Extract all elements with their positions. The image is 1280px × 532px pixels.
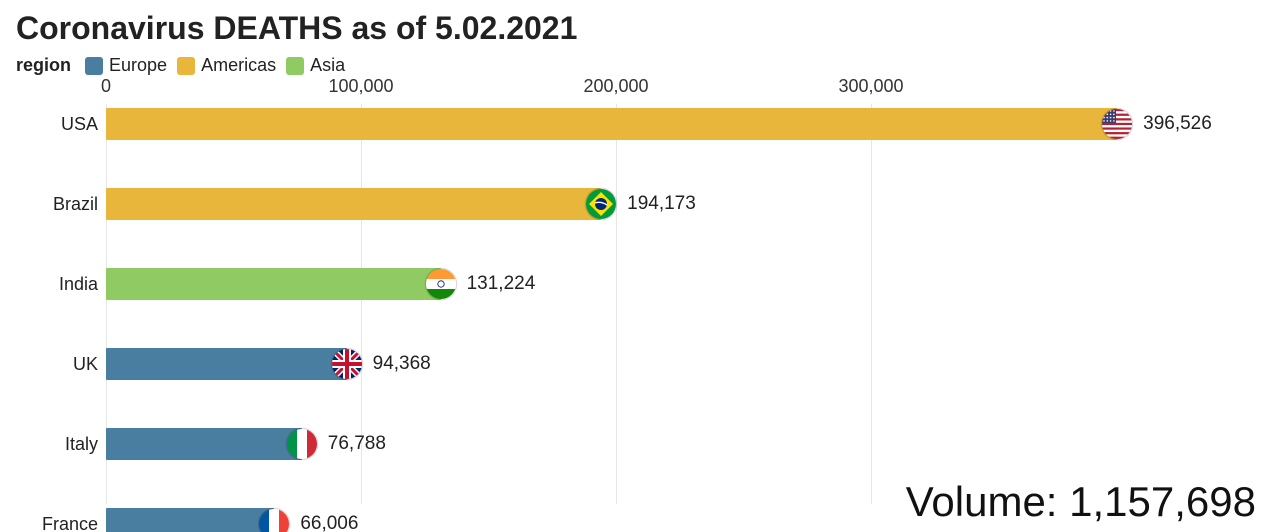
- chart: 0100,000200,000300,000 USA396,526Brazil1…: [16, 76, 1280, 504]
- axis-tick: 100,000: [328, 76, 393, 97]
- bar: 76,788: [106, 428, 302, 460]
- legend-item-asia: Asia: [286, 55, 345, 76]
- bar-row: Brazil194,173: [106, 184, 1126, 224]
- axis-tick: 0: [101, 76, 111, 97]
- legend-label-text: Americas: [201, 55, 276, 76]
- bar: 94,368: [106, 348, 347, 380]
- legend-label-text: Europe: [109, 55, 167, 76]
- bar-row: UK94,368: [106, 344, 1126, 384]
- legend-swatch: [286, 57, 304, 75]
- legend-item-europe: Europe: [85, 55, 167, 76]
- legend-heading: region: [16, 55, 71, 76]
- uk-flag-icon: [331, 348, 363, 380]
- axis-tick: 300,000: [838, 76, 903, 97]
- country-label: Brazil: [16, 194, 98, 215]
- france-flag-icon: [258, 508, 290, 532]
- bar-value: 94,368: [373, 353, 431, 375]
- bar-row: Italy76,788: [106, 424, 1126, 464]
- country-label: Italy: [16, 434, 98, 455]
- x-axis: 0100,000200,000300,000: [106, 76, 1126, 104]
- bar: 131,224: [106, 268, 441, 300]
- italy-flag-icon: [286, 428, 318, 460]
- country-label: India: [16, 274, 98, 295]
- axis-tick: 200,000: [583, 76, 648, 97]
- legend-swatch: [177, 57, 195, 75]
- bar-row: India131,224: [106, 264, 1126, 304]
- bar: 194,173: [106, 188, 601, 220]
- brazil-flag-icon: [585, 188, 617, 220]
- bar-value: 194,173: [627, 193, 696, 215]
- bar-value: 396,526: [1143, 113, 1212, 135]
- legend-item-americas: Americas: [177, 55, 276, 76]
- bar: 66,006: [106, 508, 274, 532]
- country-label: USA: [16, 114, 98, 135]
- legend-label-text: Asia: [310, 55, 345, 76]
- volume-total: Volume: 1,157,698: [906, 478, 1256, 526]
- country-label: France: [16, 514, 98, 532]
- plot-area: USA396,526 Brazil194,173 India131,224 UK94,…: [106, 104, 1126, 504]
- bar-row: USA396,526: [106, 104, 1126, 144]
- chart-title: Coronavirus DEATHS as of 5.02.2021: [0, 0, 1280, 47]
- usa-flag-icon: [1101, 108, 1133, 140]
- country-label: UK: [16, 354, 98, 375]
- bar: 396,526: [106, 108, 1117, 140]
- bar-value: 76,788: [328, 433, 386, 455]
- legend-swatch: [85, 57, 103, 75]
- legend: region Europe Americas Asia: [0, 47, 1280, 76]
- bar-value: 66,006: [300, 513, 358, 532]
- india-flag-icon: [425, 268, 457, 300]
- bar-value: 131,224: [467, 273, 536, 295]
